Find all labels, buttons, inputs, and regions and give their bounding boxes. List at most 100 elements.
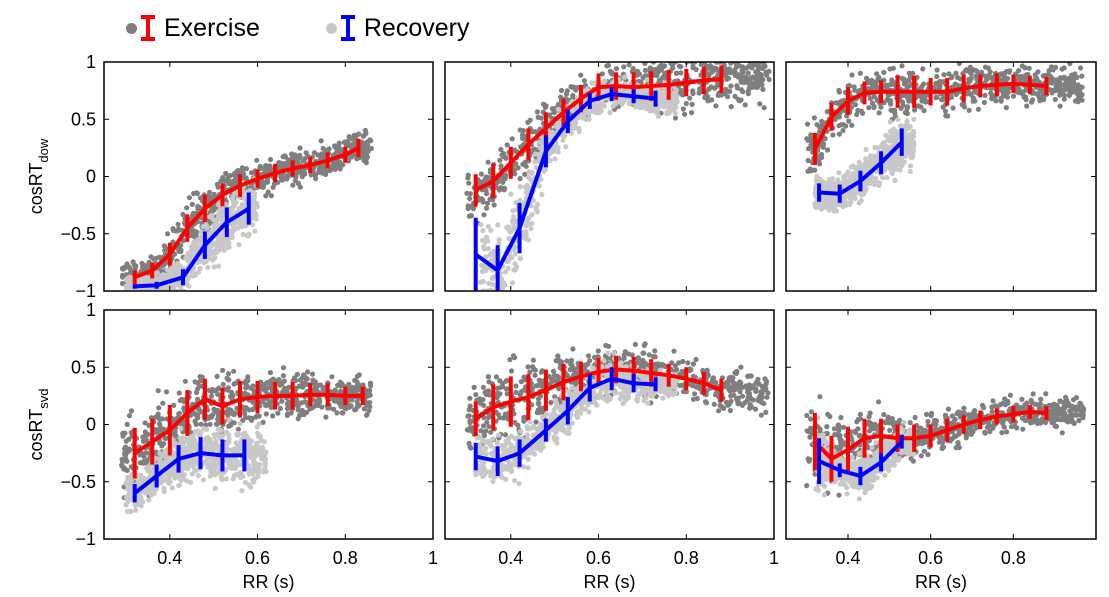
scatter-point-exercise (863, 75, 870, 81)
scatter-point-recovery (163, 286, 169, 291)
scatter-point-recovery (826, 176, 832, 183)
scatter-point-exercise (465, 172, 471, 178)
scatter-point-exercise (805, 146, 812, 152)
scatter-point-exercise (581, 78, 588, 84)
scatter-point-exercise (140, 460, 146, 466)
scatter-point-exercise (1057, 103, 1063, 109)
scatter-point-recovery (195, 237, 201, 243)
scatter-point-exercise (558, 87, 565, 94)
scatter-point-exercise (852, 87, 858, 93)
scatter-point-recovery (532, 151, 538, 157)
scatter-point-recovery (622, 74, 628, 80)
scatter-point-exercise (215, 386, 221, 392)
scatter-point-exercise (120, 266, 126, 272)
scatter-point-recovery (672, 102, 678, 108)
scatter-point-exercise (469, 203, 475, 209)
scatter-point-recovery (911, 148, 917, 154)
scatter-point-exercise (288, 410, 294, 416)
scatter-point-exercise (279, 398, 285, 404)
scatter-point-recovery (819, 198, 826, 204)
scatter-point-exercise (496, 187, 502, 193)
scatter-point-recovery (620, 88, 626, 94)
scatter-point-exercise (811, 115, 818, 121)
scatter-point-exercise (966, 107, 972, 113)
scatter-point-recovery (851, 174, 857, 180)
scatter-point-exercise (497, 157, 503, 163)
scatter-point-recovery (664, 99, 670, 105)
scatter-point-recovery (817, 176, 823, 182)
scatter-point-exercise (889, 107, 895, 113)
scatter-point-exercise (1023, 87, 1029, 93)
scatter-point-exercise (734, 71, 740, 77)
scatter-point-exercise (161, 243, 167, 249)
scatter-point-exercise (713, 103, 719, 109)
scatter-point-exercise (343, 406, 349, 412)
scatter-point-recovery (861, 185, 867, 191)
scatter-point-exercise (522, 159, 528, 165)
scatter-point-recovery (215, 263, 222, 269)
scatter-point-exercise (916, 103, 922, 109)
scatter-point-recovery (490, 281, 496, 287)
scatter-point-exercise (365, 400, 372, 406)
scatter-point-exercise (759, 82, 765, 88)
scatter-point-exercise (336, 140, 342, 146)
scatter-point-recovery (884, 133, 890, 139)
scatter-point-exercise (804, 136, 810, 142)
scatter-point-exercise (1058, 90, 1064, 96)
scatter-point-exercise (184, 205, 190, 211)
scatter-point-exercise (986, 72, 992, 78)
scatter-point-exercise (1069, 89, 1075, 95)
scatter-point-recovery (555, 149, 561, 155)
scatter-point-exercise (339, 381, 345, 387)
scatter-point-exercise (1068, 85, 1074, 91)
scatter-point-recovery (206, 255, 212, 261)
scatter-point-exercise (157, 440, 163, 446)
scatter-point-exercise (746, 63, 752, 69)
scatter-point-exercise (884, 82, 890, 88)
scatter-point-exercise (689, 101, 695, 107)
scatter-point-recovery (637, 105, 643, 111)
scatter-point-exercise (738, 97, 744, 103)
scatter-point-exercise (522, 171, 528, 177)
scatter-point-recovery (212, 255, 218, 261)
scatter-point-exercise (337, 166, 343, 172)
scatter-point-recovery (533, 207, 540, 213)
scatter-point-exercise (934, 67, 940, 73)
scatter-point-exercise (317, 399, 323, 405)
scatter-point-recovery (607, 109, 613, 116)
scatter-point-recovery (888, 137, 895, 143)
scatter-point-exercise (254, 157, 260, 163)
scatter-point-exercise (866, 105, 872, 111)
scatter-point-recovery (893, 132, 899, 138)
panel-plot-area (119, 365, 374, 515)
scatter-point-exercise (1024, 103, 1030, 109)
scatter-point-exercise (970, 95, 976, 101)
scatter-point-exercise (163, 389, 170, 395)
scatter-point-recovery (571, 118, 578, 124)
scatter-point-exercise (604, 63, 610, 69)
scatter-point-exercise (836, 89, 843, 95)
scatter-point-exercise (297, 184, 303, 190)
scatter-point-exercise (155, 388, 161, 394)
scatter-point-exercise (243, 166, 250, 172)
scatter-point-exercise (998, 98, 1004, 104)
scatter-point-recovery (496, 241, 502, 247)
scatter-point-exercise (295, 403, 301, 409)
scatter-point-recovery (220, 233, 226, 239)
scatter-point-recovery (506, 256, 513, 262)
scatter-point-exercise (1078, 65, 1084, 71)
scatter-point-exercise (170, 226, 176, 232)
scatter-point-exercise (352, 377, 358, 383)
scatter-point-exercise (197, 195, 204, 201)
scatter-point-exercise (303, 150, 309, 156)
scatter-point-exercise (243, 378, 249, 384)
scatter-point-exercise (680, 106, 686, 112)
scatter-point-exercise (289, 156, 295, 162)
scatter-point-exercise (890, 65, 897, 71)
scatter-point-exercise (687, 95, 693, 101)
scatter-point-recovery (230, 220, 236, 226)
scatter-point-exercise (362, 127, 368, 133)
scatter-point-recovery (907, 145, 914, 151)
scatter-point-exercise (348, 403, 354, 409)
